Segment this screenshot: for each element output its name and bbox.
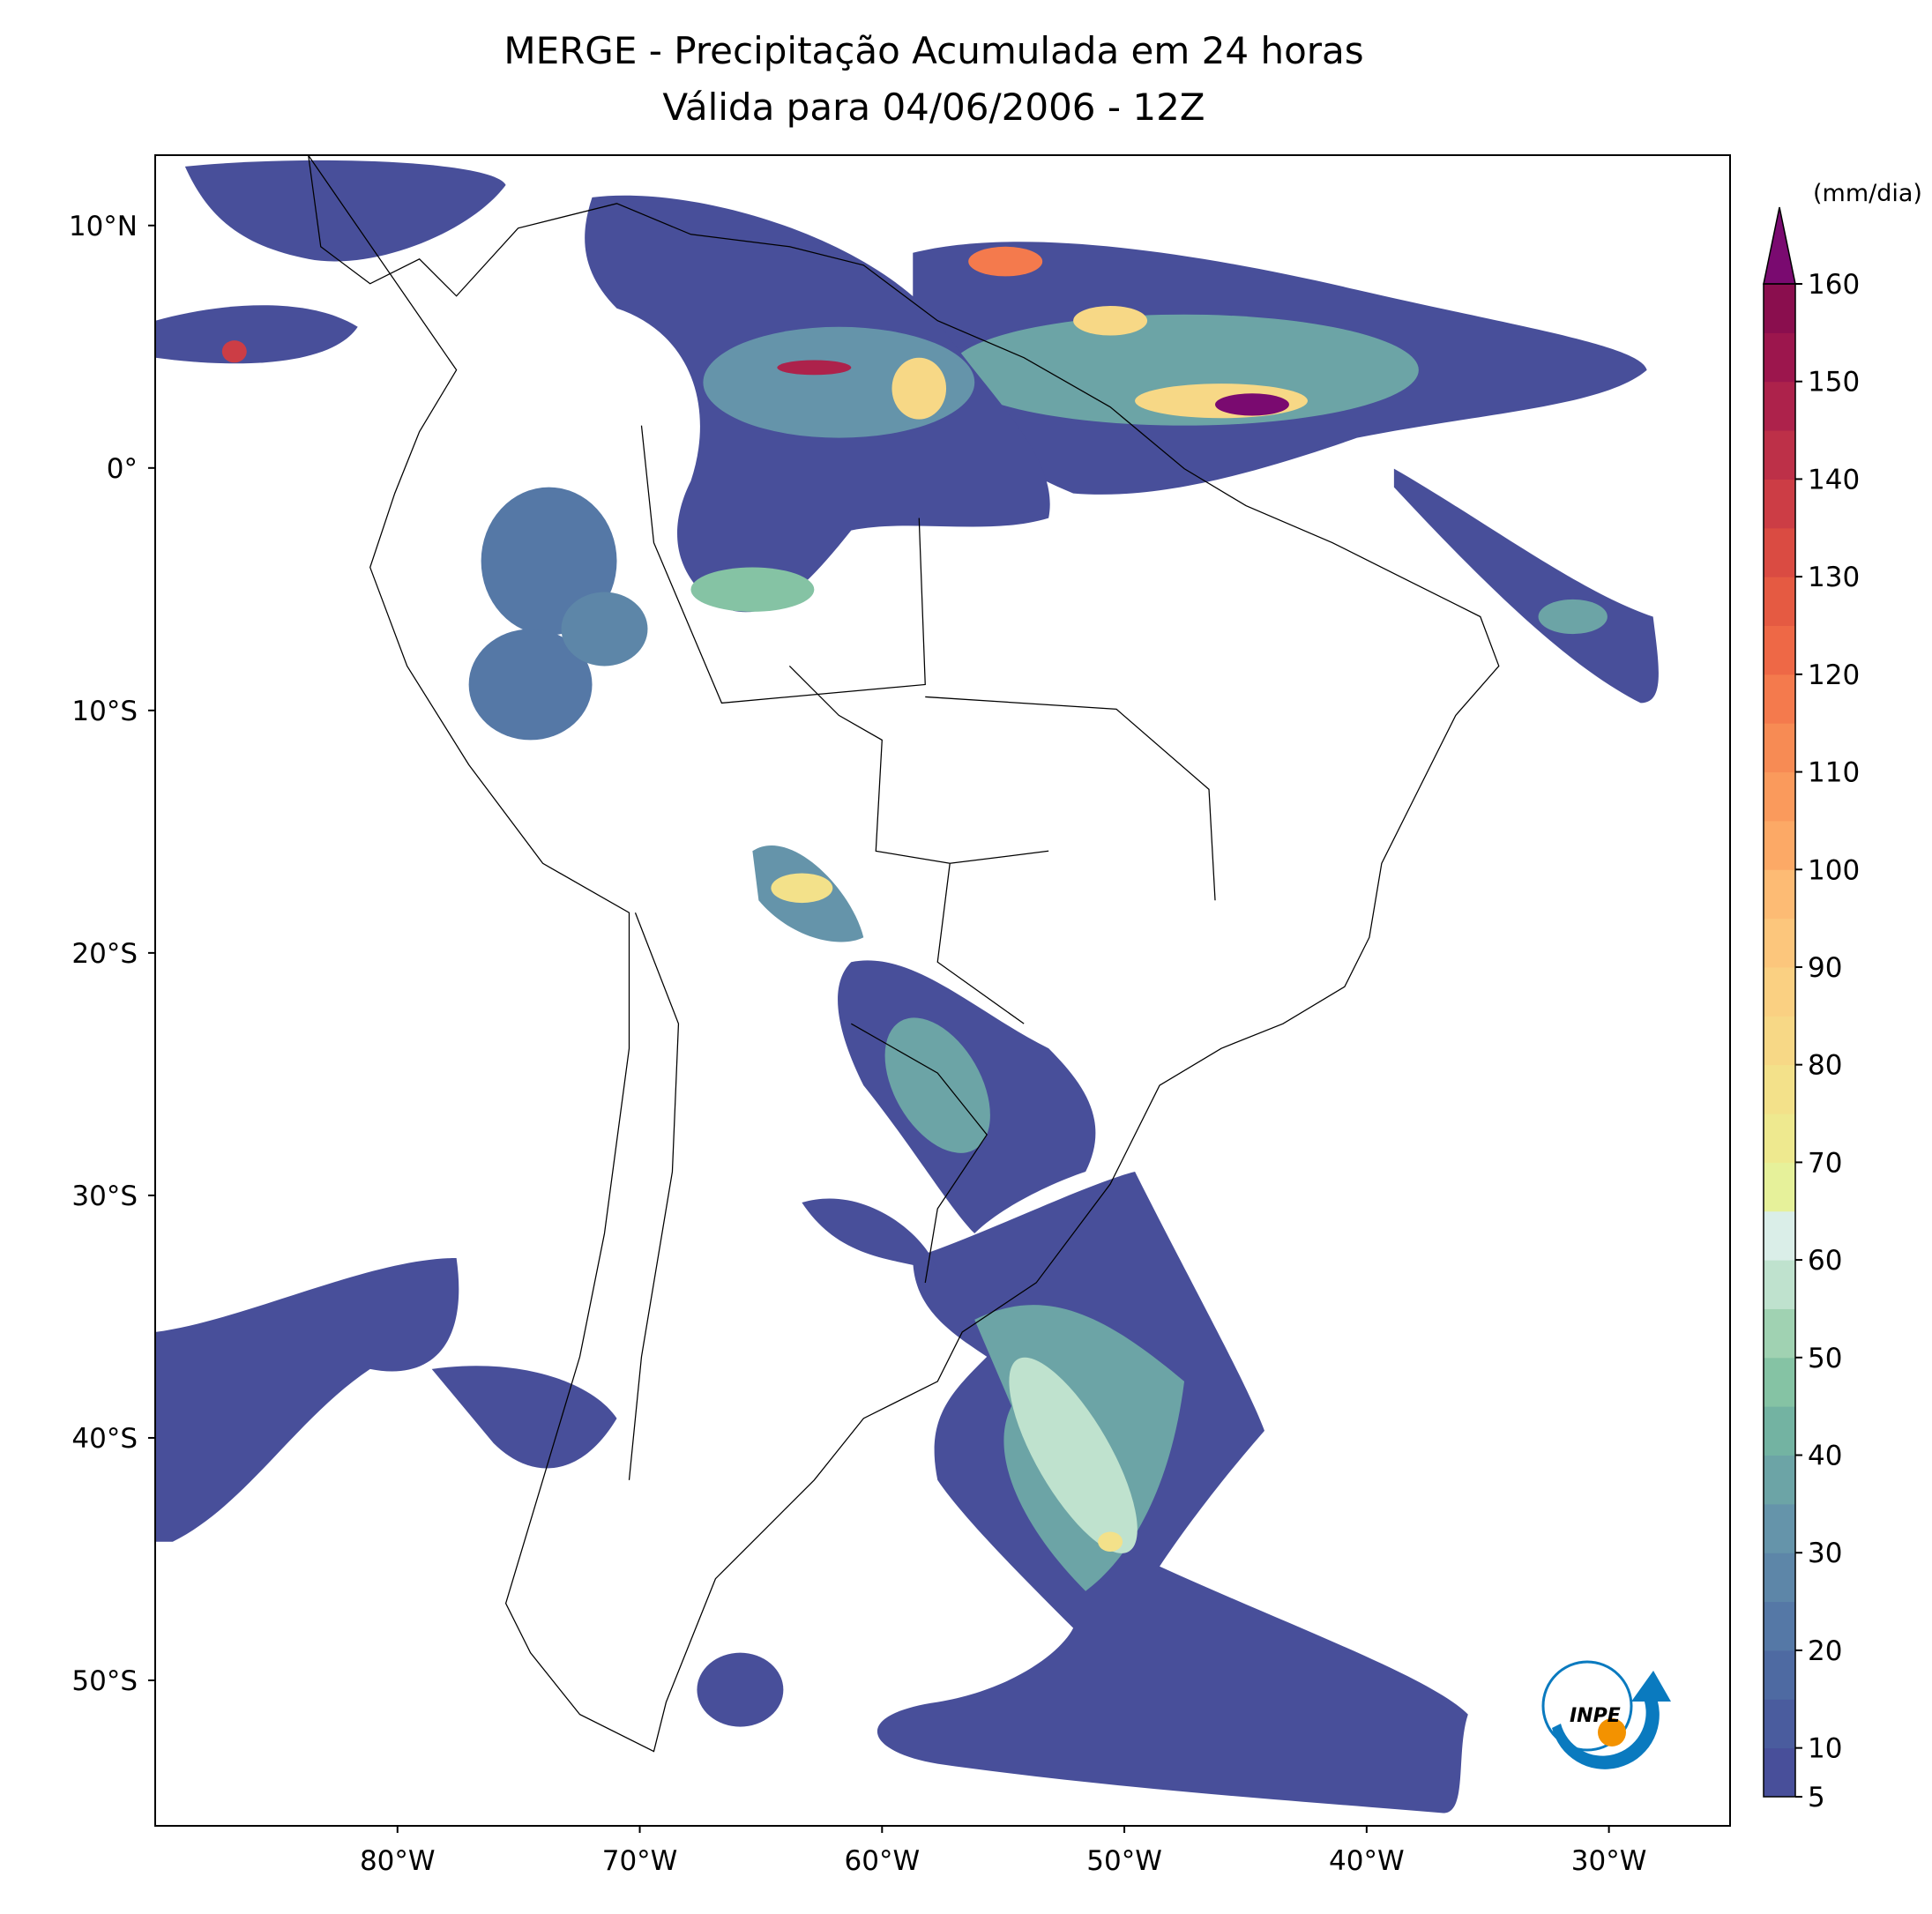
colorbar-tick-label: 50	[1808, 1343, 1842, 1374]
colorbar-band	[1764, 1210, 1795, 1261]
colorbar-band	[1764, 1016, 1795, 1066]
colorbar-band	[1764, 332, 1795, 383]
colorbar-band	[1764, 1357, 1795, 1407]
colorbar-band	[1764, 1699, 1795, 1749]
colorbar-tick-label: 40	[1808, 1441, 1842, 1472]
x-tick-label: 60°W	[845, 1845, 921, 1877]
colorbar-tick-label: 140	[1808, 464, 1860, 495]
colorbar-band	[1764, 430, 1795, 480]
colorbar-tick-label: 110	[1808, 757, 1860, 789]
colorbar-frame	[1763, 283, 1796, 1798]
y-tick-label: 20°S	[71, 938, 138, 970]
colorbar-band	[1764, 284, 1795, 333]
colorbar-band	[1764, 1601, 1795, 1651]
colorbar-tick-label: 5	[1808, 1782, 1825, 1813]
x-tick-label: 30°W	[1571, 1845, 1647, 1877]
colorbar-band	[1764, 1503, 1795, 1553]
logo: INPE	[1541, 1660, 1671, 1769]
colorbar-band	[1764, 527, 1795, 577]
y-tick-label: 40°S	[71, 1423, 138, 1455]
x-tick-label: 80°W	[360, 1845, 436, 1877]
colorbar-band	[1764, 1064, 1795, 1114]
colorbar-tick-label: 70	[1808, 1147, 1842, 1179]
colorbar-tick-label: 160	[1808, 269, 1860, 301]
colorbar-band	[1764, 1650, 1795, 1700]
colorbar-label: (mm/dia)	[1813, 180, 1922, 207]
colorbar-band	[1764, 1113, 1795, 1163]
colorbar-band	[1764, 869, 1795, 920]
y-tick-label: 10°S	[71, 696, 138, 727]
colorbar-band	[1764, 1162, 1795, 1212]
x-tick-label: 40°W	[1329, 1845, 1405, 1877]
colorbar-band	[1764, 771, 1795, 822]
colorbar-band	[1764, 381, 1795, 431]
colorbar-band	[1764, 1260, 1795, 1309]
colorbar-band	[1764, 1553, 1795, 1603]
colorbar-tick-label: 80	[1808, 1050, 1842, 1082]
title-line-1: MERGE - Precipitação Acumulada em 24 hor…	[504, 29, 1363, 72]
colorbar-tick-label: 10	[1808, 1733, 1842, 1765]
map-frame	[154, 154, 1731, 1827]
colorbar-band	[1764, 625, 1795, 675]
colorbar-band	[1764, 918, 1795, 968]
colorbar-tick-label: 90	[1808, 952, 1842, 984]
colorbar-tick-label: 120	[1808, 659, 1860, 691]
x-tick-label: 50°W	[1086, 1845, 1162, 1877]
colorbar-tick-label: 150	[1808, 367, 1860, 398]
colorbar-band	[1764, 1308, 1795, 1359]
map-area	[155, 155, 1659, 1813]
colorbar-band	[1764, 1747, 1795, 1798]
colorbar-band	[1764, 479, 1795, 529]
precipitation	[155, 160, 1659, 1813]
title-line-2: Válida para 04/06/2006 - 12Z	[662, 86, 1205, 129]
coastline	[308, 155, 1500, 1753]
logo-text: INPE	[1570, 1705, 1621, 1727]
x-tick-label: 70°W	[602, 1845, 678, 1877]
colorbar-tick-label: 30	[1808, 1538, 1842, 1569]
colorbar-band	[1764, 1455, 1795, 1505]
colorbar-band	[1764, 1406, 1795, 1456]
colorbar-tick-label: 20	[1808, 1635, 1842, 1667]
colorbar-band	[1764, 723, 1795, 773]
colorbar-band	[1764, 820, 1795, 870]
colorbar-tick-label: 100	[1808, 854, 1860, 886]
colorbar-band	[1764, 674, 1795, 724]
colorbar-tick-label: 60	[1808, 1245, 1842, 1277]
y-tick-label: 0°	[107, 453, 138, 485]
y-tick-label: 30°S	[71, 1180, 138, 1212]
y-tick-label: 10°N	[69, 211, 138, 242]
y-tick-label: 50°S	[71, 1665, 138, 1697]
colorbar-extend	[1763, 206, 1796, 285]
colorbar-band	[1764, 577, 1795, 626]
colorbar-band	[1764, 966, 1795, 1017]
colorbar-tick-label: 130	[1808, 562, 1860, 593]
